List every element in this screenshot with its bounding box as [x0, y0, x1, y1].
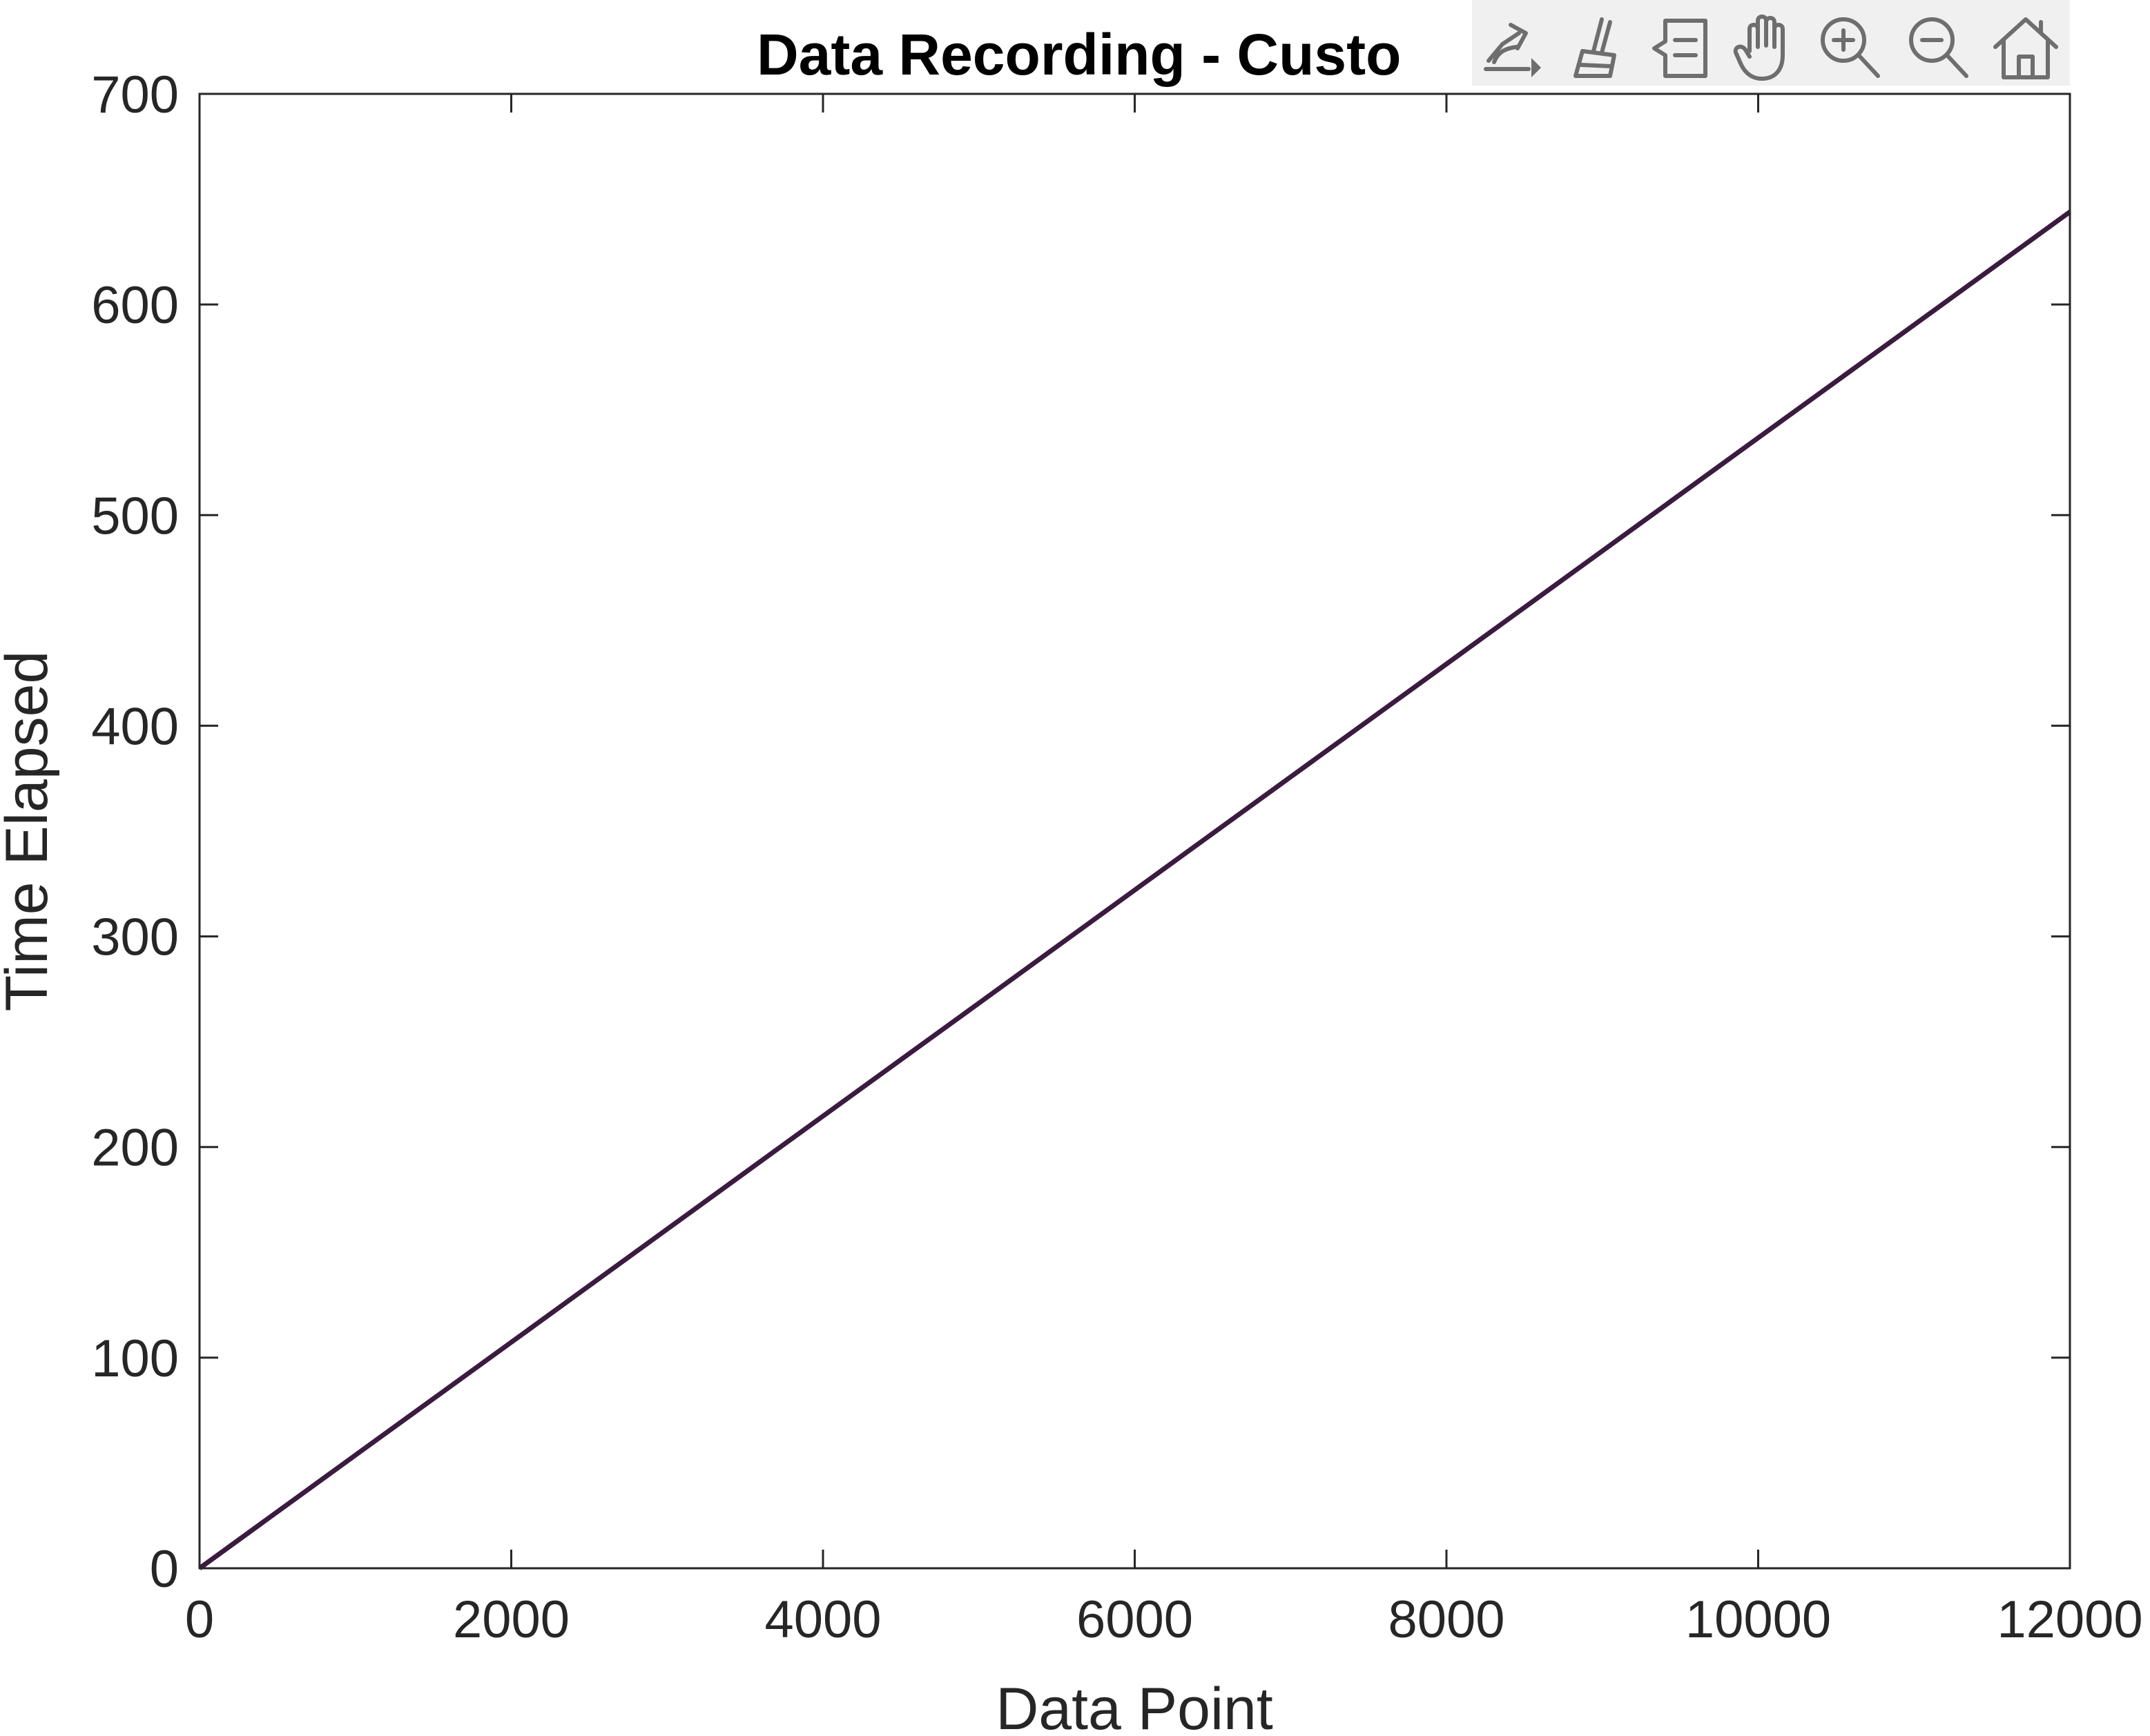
y-axis-label: Time Elapsed [0, 651, 60, 1012]
y-tick-label: 500 [91, 487, 179, 545]
y-tick-label: 200 [91, 1119, 179, 1178]
y-tick-label: 400 [91, 697, 179, 756]
x-tick-label: 2000 [453, 1590, 570, 1649]
export-icon[interactable] [1478, 12, 1547, 81]
y-tick-label: 700 [91, 66, 179, 124]
home-icon[interactable] [1991, 12, 2060, 81]
x-tick-label: 12000 [1997, 1590, 2142, 1649]
tick-layer: 0 2000 4000 6000 8000 10000 12000 0 100 200 300 400… [91, 66, 2142, 1649]
y-tick-label: 600 [91, 276, 179, 335]
y-tick-label: 100 [91, 1329, 179, 1388]
chart-title: Data Recording - Custo [757, 22, 1401, 87]
x-tick-label: 8000 [1388, 1590, 1504, 1649]
x-tick-label: 0 [185, 1590, 214, 1649]
axes-toolbar-background [1472, 0, 2070, 86]
x-tick-label: 10000 [1685, 1590, 1831, 1649]
datatip-icon[interactable] [1646, 12, 1715, 81]
x-tick-label: 6000 [1076, 1590, 1193, 1649]
zoom-out-icon[interactable] [1903, 12, 1972, 81]
axes-toolbar [1472, 0, 2070, 86]
y-tick-label: 0 [150, 1540, 179, 1599]
pan-icon[interactable] [1732, 12, 1801, 81]
zoom-in-icon[interactable] [1814, 12, 1883, 81]
x-tick-label: 4000 [764, 1590, 881, 1649]
brush-icon[interactable] [1562, 12, 1631, 81]
y-tick-label: 300 [91, 908, 179, 967]
series-layer [197, 210, 2072, 1570]
axes-background [200, 94, 2070, 1568]
x-axis-label: Data Point [996, 1676, 1273, 1736]
series-line-1 [197, 210, 2072, 1570]
plot-area: 0 2000 4000 6000 8000 10000 12000 0 100 200 300 400… [91, 66, 2142, 1649]
